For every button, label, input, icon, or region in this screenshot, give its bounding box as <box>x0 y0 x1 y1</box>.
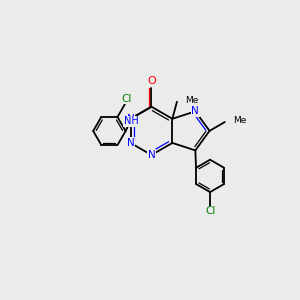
Text: N: N <box>127 138 134 148</box>
Text: Cl: Cl <box>121 94 131 104</box>
Text: N: N <box>127 114 134 124</box>
Text: Cl: Cl <box>205 206 215 216</box>
Text: N: N <box>148 150 155 160</box>
Text: NH: NH <box>124 116 138 126</box>
Text: N: N <box>191 106 199 116</box>
Text: Me: Me <box>233 116 247 125</box>
Text: O: O <box>147 76 156 86</box>
Text: Me: Me <box>185 96 199 105</box>
